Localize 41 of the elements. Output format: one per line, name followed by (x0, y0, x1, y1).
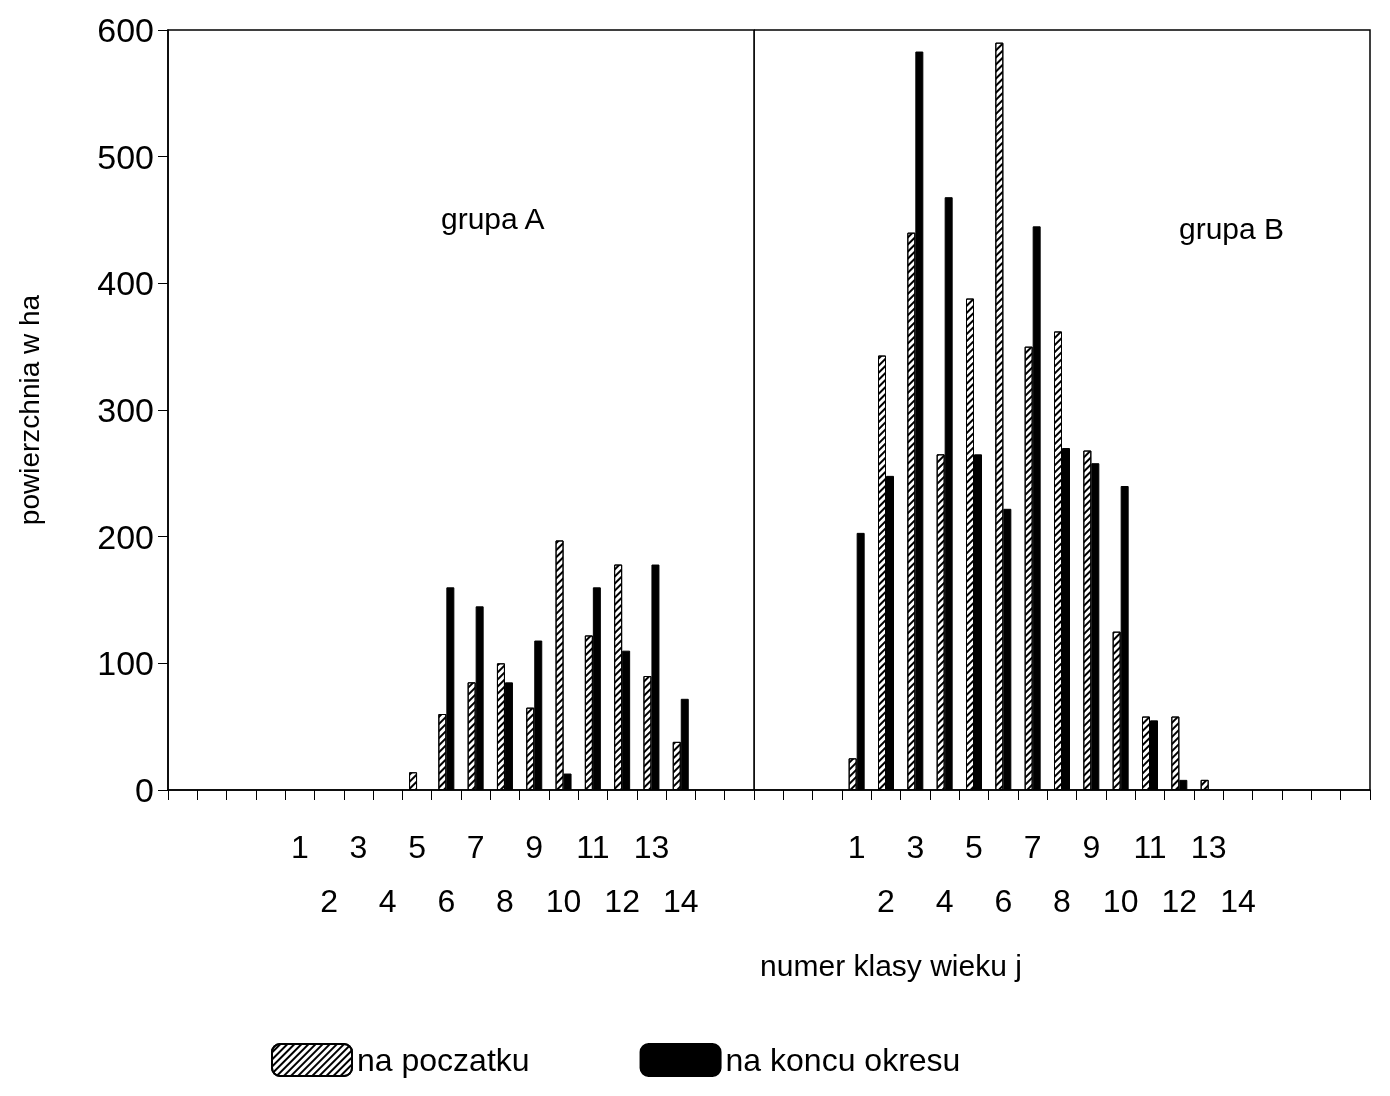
y-tick-label: 600 (97, 11, 154, 49)
x-tick-label: 8 (496, 883, 514, 919)
text: grupa A (441, 201, 545, 235)
x-axis-title: numer klasy wieku j (760, 948, 1022, 982)
x-tick-label: 13 (1190, 829, 1227, 865)
x-tick-label: 8 (1053, 883, 1071, 919)
x-tick-label: 1 (847, 829, 866, 865)
x-tick-label: 3 (906, 829, 925, 865)
y-tick-label: 300 (97, 391, 154, 429)
x-tick-label: 10 (1102, 883, 1139, 919)
x-tick-label: 12 (1161, 883, 1198, 919)
legend-label: na poczatku (357, 1042, 530, 1078)
x-tick-label: 2 (320, 883, 339, 919)
x-tick-label: 9 (525, 829, 544, 865)
x-tick-label: 6 (437, 883, 456, 919)
x-tick-label: 9 (1082, 829, 1101, 865)
legend-label: na koncu okresu (725, 1042, 961, 1078)
x-tick-label: 7 (466, 829, 485, 865)
x-tick-label: 11 (1133, 829, 1167, 865)
y-tick-label: 0 (135, 771, 154, 809)
y-axis-title: powierzchnia w ha (13, 294, 45, 526)
x-tick-label: 5 (965, 829, 983, 865)
x-tick-label: 13 (633, 829, 670, 865)
y-tick-label: 500 (97, 137, 154, 176)
x-tick-label: 4 (935, 883, 954, 919)
x-tick-label: 2 (877, 883, 895, 919)
x-tick-label: 14 (1220, 883, 1256, 919)
x-tick-label: 12 (604, 883, 640, 919)
x-tick-label: 5 (408, 829, 426, 865)
text: grupa B (1179, 211, 1285, 245)
x-tick-label: 10 (545, 883, 582, 919)
y-tick-label: 100 (97, 644, 154, 683)
y-tick-label: 400 (97, 264, 154, 303)
x-tick-label: 11 (576, 829, 610, 865)
x-tick-label: 1 (290, 829, 309, 865)
x-tick-label: 3 (349, 829, 368, 865)
x-tick-label: 14 (662, 883, 699, 919)
y-tick-label: 200 (97, 517, 154, 556)
x-tick-label: 7 (1023, 829, 1042, 865)
x-tick-label: 4 (378, 883, 397, 919)
x-tick-label: 6 (994, 883, 1013, 919)
